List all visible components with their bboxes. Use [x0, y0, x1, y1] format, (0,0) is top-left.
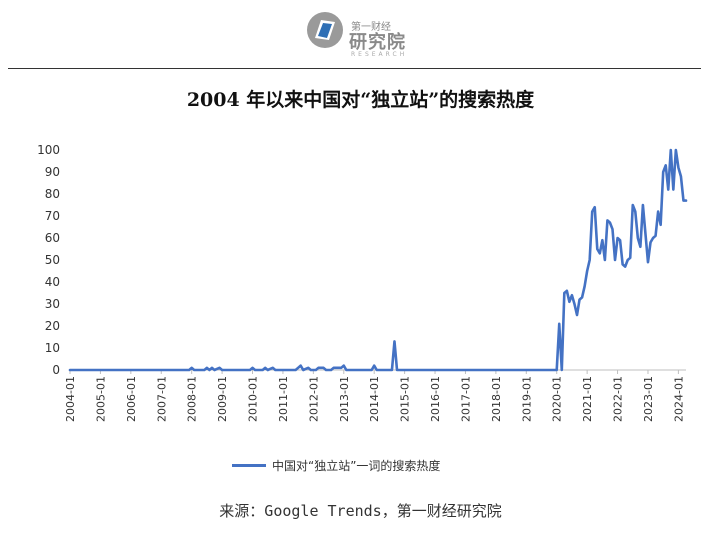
- x-tick-label: 2005-01: [94, 376, 107, 422]
- x-tick-label: 2010-01: [247, 376, 260, 422]
- logo-small-text: 第一财经: [351, 22, 391, 33]
- x-tick-label: 2021-01: [581, 376, 594, 422]
- y-tick-label: 40: [45, 275, 60, 289]
- header-divider: [8, 68, 701, 69]
- y-tick-label: 20: [45, 319, 60, 333]
- chart-title: 2004 年以来中国对“独立站”的搜索热度: [186, 89, 535, 111]
- x-tick-label: 2012-01: [307, 376, 320, 422]
- logo-sub-text: RESEARCH: [351, 51, 408, 58]
- y-tick-label: 70: [45, 209, 60, 223]
- y-tick-label: 30: [45, 297, 60, 311]
- x-tick-label: 2014-01: [368, 376, 381, 422]
- x-tick-label: 2009-01: [216, 376, 229, 422]
- x-tick-label: 2007-01: [155, 376, 168, 422]
- x-tick-label: 2018-01: [490, 376, 503, 422]
- line-chart: 0 10 20 30 40 50 60 70 80 90 100 2004-01 2005-01 2006…: [37, 143, 688, 422]
- x-tick-label: 2004-01: [64, 376, 77, 422]
- y-tick-label: 100: [37, 143, 60, 157]
- x-tick-label: 2017-01: [459, 376, 472, 422]
- y-tick-label: 90: [45, 165, 60, 179]
- x-tick-label: 2016-01: [429, 376, 442, 422]
- logo-emblem-icon: [307, 12, 343, 48]
- x-tick-label: 2006-01: [125, 376, 138, 422]
- y-tick-label: 10: [45, 341, 60, 355]
- logo: 第一财经 研究院 RESEARCH: [305, 10, 415, 58]
- x-tick-label: 2013-01: [338, 376, 351, 422]
- legend-swatch: [232, 463, 266, 467]
- x-tick-label: 2020-01: [551, 376, 564, 422]
- x-tick-label: 2023-01: [642, 376, 655, 422]
- series-line: [68, 148, 688, 372]
- source-note: 来源：Google Trends，第一财经研究院: [219, 502, 502, 520]
- y-tick-label: 80: [45, 187, 60, 201]
- legend-label: 中国对“独立站”一词的搜索热度: [272, 458, 441, 473]
- x-tick-label: 2008-01: [186, 376, 199, 422]
- y-tick-label: 50: [45, 253, 60, 267]
- x-tick-label: 2022-01: [612, 376, 625, 422]
- x-tick-label: 2011-01: [277, 376, 290, 422]
- x-tick-label: 2024-01: [672, 376, 685, 422]
- y-tick-label: 0: [52, 363, 60, 377]
- chart-legend: 中国对“独立站”一词的搜索热度: [232, 456, 440, 474]
- x-tick-label: 2019-01: [520, 376, 533, 422]
- logo-main-text: 研究院: [349, 32, 406, 53]
- x-tick-label: 2015-01: [399, 376, 412, 422]
- y-tick-label: 60: [45, 231, 60, 245]
